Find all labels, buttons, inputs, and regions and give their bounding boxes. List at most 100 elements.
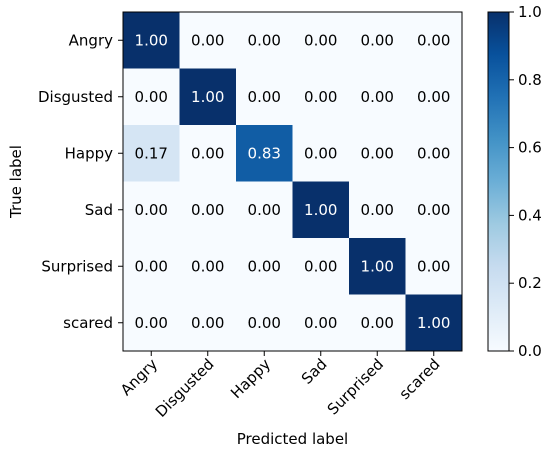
x-tick-label: Surprised	[324, 355, 387, 418]
y-tick-label: scared	[63, 314, 113, 332]
heatmap-cell	[405, 294, 463, 352]
cell-value-label: 0.00	[135, 257, 168, 275]
cell-value-label: 0.17	[135, 144, 168, 162]
heatmap-cell	[405, 68, 463, 126]
cell-value-label: 0.00	[417, 144, 450, 162]
heatmap-cells	[123, 12, 463, 352]
heatmap-cell	[179, 181, 237, 239]
heatmap-cell	[179, 12, 237, 69]
x-tick-label: Happy	[227, 355, 274, 402]
y-axis-ticks: Angry Disgusted Happy Sad Surprised scared	[38, 31, 123, 332]
heatmap-cell	[236, 181, 293, 239]
heatmap-cell	[405, 181, 463, 239]
cell-value-label: 0.00	[248, 31, 281, 49]
cell-value-label: 0.00	[304, 144, 337, 162]
cell-value-label: 0.00	[417, 201, 450, 219]
cell-value-label: 0.00	[417, 88, 450, 106]
cell-value-label: 0.00	[361, 314, 394, 332]
cell-value-label: 0.00	[304, 257, 337, 275]
heatmap-cell	[236, 294, 293, 352]
heatmap-cell	[405, 238, 463, 295]
cell-value-label: 1.00	[417, 314, 450, 332]
cell-value-label: 0.00	[191, 31, 224, 49]
colorbar-ticks: 0.0 0.2 0.4 0.6 0.8 1.0	[509, 3, 542, 360]
heatmap-cell	[236, 12, 293, 69]
y-axis-label: True label	[7, 145, 25, 219]
y-tick-label: Sad	[85, 201, 113, 219]
cell-value-label: 0.00	[304, 88, 337, 106]
colorbar-tick-label: 0.4	[518, 206, 542, 224]
cell-value-label: 0.00	[248, 88, 281, 106]
cell-value-label: 0.00	[361, 31, 394, 49]
heatmap-cell	[123, 181, 180, 239]
cell-value-label: 0.00	[304, 31, 337, 49]
heatmap-cell	[123, 125, 180, 182]
heatmap-cell	[349, 181, 406, 239]
x-tick-label: Sad	[298, 355, 331, 388]
cell-value-label: 0.00	[191, 144, 224, 162]
heatmap-cell	[349, 238, 406, 295]
heatmap-cell	[123, 12, 180, 69]
y-tick-label: Happy	[65, 144, 114, 162]
heatmap-cell	[236, 68, 293, 126]
cell-value-label: 0.00	[135, 314, 168, 332]
heatmap-cell	[123, 238, 180, 295]
heatmap-cell	[123, 68, 180, 126]
cell-value-label: 0.00	[248, 257, 281, 275]
cell-value-label: 0.00	[417, 31, 450, 49]
cell-value-label: 1.00	[304, 201, 337, 219]
cell-value-label: 0.00	[248, 201, 281, 219]
heatmap-cell	[349, 125, 406, 182]
heatmap-cell	[292, 294, 350, 352]
cell-value-label: 0.00	[417, 257, 450, 275]
heatmap-cell	[349, 12, 406, 69]
heatmap-cell	[292, 181, 350, 239]
plot-frame	[122, 11, 463, 352]
heatmap-cell	[292, 238, 350, 295]
y-tick-label: Angry	[69, 31, 113, 49]
cell-value-label: 0.00	[135, 88, 168, 106]
cell-value-label: 0.00	[191, 257, 224, 275]
heatmap-cell	[292, 125, 350, 182]
colorbar-tick-label: 0.2	[518, 274, 542, 292]
cell-value-label: 1.00	[135, 31, 168, 49]
heatmap-cell	[405, 12, 463, 69]
colorbar-tick-label: 1.0	[518, 3, 542, 21]
colorbar-tick-label: 0.6	[518, 139, 542, 157]
cell-value-label: 0.00	[361, 88, 394, 106]
colorbar-tick-label: 0.8	[518, 71, 542, 89]
cell-value-label: 0.00	[191, 314, 224, 332]
heatmap-cell	[236, 238, 293, 295]
colorbar-tick-label: 0.0	[518, 342, 542, 360]
cell-value-label: 0.00	[248, 314, 281, 332]
cell-value-label: 0.00	[191, 201, 224, 219]
cell-value-label: 1.00	[191, 88, 224, 106]
heatmap-cell	[179, 68, 237, 126]
cell-value-label: 0.00	[361, 201, 394, 219]
x-axis-label: Predicted label	[237, 430, 348, 448]
y-tick-label: Surprised	[41, 257, 113, 275]
heatmap-cell	[349, 68, 406, 126]
heatmap-cell	[292, 12, 350, 69]
cell-value-label: 0.00	[135, 201, 168, 219]
heatmap-cell	[179, 294, 237, 352]
cell-value-label: 0.83	[248, 144, 281, 162]
heatmap-cell	[123, 294, 180, 352]
heatmap-value-labels: 1.00 0.00 0.00 0.00 0.00 0.00 0.00 1.00 0.00 0.00…	[135, 31, 451, 332]
heatmap-cell	[179, 125, 237, 182]
heatmap-cell	[405, 125, 463, 182]
cell-value-label: 0.00	[304, 314, 337, 332]
x-tick-label: Angry	[117, 355, 161, 399]
x-tick-label: Disgusted	[152, 355, 218, 421]
cell-value-label: 1.00	[361, 257, 394, 275]
heatmap-cell	[292, 68, 350, 126]
heatmap-cell	[349, 294, 406, 352]
y-tick-label: Disgusted	[38, 88, 113, 106]
heatmap-cell	[179, 238, 237, 295]
colorbar	[487, 11, 510, 352]
cell-value-label: 0.00	[361, 144, 394, 162]
heatmap-cell	[236, 125, 293, 182]
x-tick-label: scared	[396, 355, 444, 403]
